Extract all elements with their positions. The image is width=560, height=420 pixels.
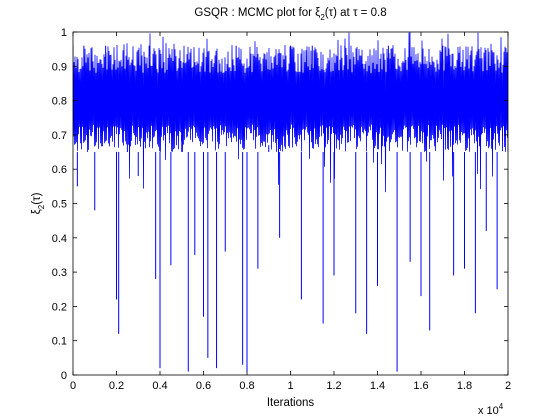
- x-tick-label: 0.6: [196, 380, 211, 392]
- x-tick-label: 1.4: [370, 380, 385, 392]
- x-tick-label: 1.2: [326, 380, 341, 392]
- y-tick-label: 0.9: [52, 61, 67, 73]
- y-tick-label: 0.7: [52, 130, 67, 142]
- x-axis-exponent-label: x 104: [478, 402, 504, 417]
- axes: [72, 31, 509, 376]
- y-tick-label: 0.6: [52, 164, 67, 176]
- trace-band-series-0: [73, 32, 508, 193]
- x-axis-label: Iterations: [267, 397, 315, 409]
- x-tick-label: 0.4: [152, 380, 167, 392]
- chart-title: GSQR : MCMC plot for ξ2(τ) at τ = 0.8: [194, 7, 386, 22]
- y-tick-label: 0.4: [52, 233, 67, 245]
- y-tick-label: 0.1: [52, 336, 67, 348]
- y-tick-label: 0.8: [52, 96, 67, 108]
- x-tick-label: 1.8: [457, 380, 472, 392]
- y-tick-label: 0.2: [52, 301, 67, 313]
- x-tick-label: 1: [287, 380, 293, 392]
- x-tick-label: 2: [505, 380, 511, 392]
- x-tick-label: 0: [70, 380, 76, 392]
- x-tick-label: 1.6: [413, 380, 428, 392]
- y-tick-label: 1: [61, 27, 67, 39]
- y-tick-label: 0: [61, 370, 67, 382]
- plot-area: [73, 32, 508, 375]
- y-axis-label: ξ2(τ): [31, 192, 46, 214]
- x-tick-label: 0.2: [109, 380, 124, 392]
- y-tick-label: 0.5: [52, 199, 67, 211]
- chart-labels: 0 0.2 0.4 0.6 0.8 1 1.2 1.4 1.6 1.8 2 0 0.1 0.2 0.3 0.4…: [31, 7, 511, 417]
- x-tick-label: 0.8: [239, 380, 254, 392]
- y-tick-label: 0.3: [52, 267, 67, 279]
